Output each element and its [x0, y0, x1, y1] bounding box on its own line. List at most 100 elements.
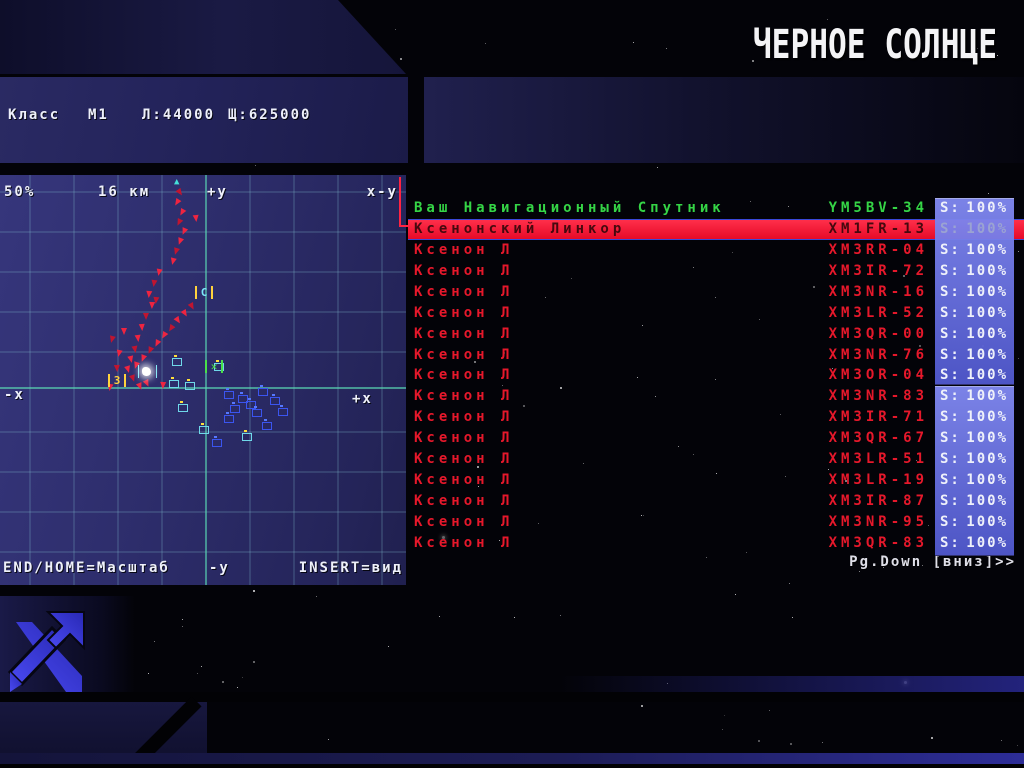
row-cd: YM5BV-34: [828, 200, 928, 216]
map-zoom-level: 50%: [4, 184, 36, 200]
target-row[interactable]: Ксенон Л XM3QR-83 S: 100%: [408, 533, 1024, 554]
row-nm: Ваш Навигационный Спутник: [414, 200, 725, 216]
page-down-control[interactable]: Pg.Down [вниз]>>: [849, 554, 1016, 570]
target-row[interactable]: Ксенон Л XM3IR-72 S: 100%: [408, 261, 1024, 282]
row-nm: Ксенон Л: [414, 283, 514, 300]
row-cd: XM3QR-00: [828, 325, 928, 342]
row-nm: Ксенон Л: [414, 241, 514, 258]
row-cd: XM3NR-95: [828, 513, 928, 530]
target-row[interactable]: Ваш Навигационный Спутник YM5BV-34 S: 100%: [408, 198, 1024, 219]
row-sv: 100%: [966, 304, 1008, 321]
row-sl: S:: [940, 346, 961, 363]
target-row[interactable]: Ксенон Л XM3NR-76 S: 100%: [408, 345, 1024, 366]
target-connector-line: [399, 177, 401, 226]
row-sv: 100%: [966, 367, 1008, 384]
row-cd: XM3LR-19: [828, 472, 928, 489]
row-sl: S:: [940, 200, 961, 216]
map-range: 16 км: [98, 184, 151, 200]
target-row[interactable]: Ксенон Л XM3NR-95 S: 100%: [408, 512, 1024, 533]
target-row[interactable]: Ксенон Л XM3RR-04 S: 100%: [408, 240, 1024, 261]
row-sl: S:: [940, 262, 961, 279]
shield-column-block: [935, 386, 1014, 556]
row-sv: 100%: [966, 493, 1008, 510]
row-sv: 100%: [966, 346, 1008, 363]
row-sv: 100%: [966, 472, 1008, 489]
row-nm: Ксенон Л: [414, 430, 514, 447]
row-nm: Ксенон Л: [414, 451, 514, 468]
map-hint-view: INSERT=вид: [298, 560, 403, 576]
sector-title: ЧЕРНОЕ СОЛНЦЕ: [752, 22, 997, 68]
row-sl: S:: [940, 493, 961, 510]
row-sv: 100%: [966, 220, 1008, 237]
top-left-panel: [0, 0, 406, 74]
row-nm: Ксенон Л: [414, 367, 514, 384]
target-row[interactable]: Ксенон Л XM3LR-19 S: 100%: [408, 470, 1024, 491]
row-sv: 100%: [966, 325, 1008, 342]
row-sl: S:: [940, 472, 961, 489]
x-game-logo-icon: [7, 611, 85, 692]
map-axis-left-label: -x: [4, 387, 25, 403]
target-row[interactable]: Ксенон Л XM3IR-71 S: 100%: [408, 407, 1024, 428]
row-sl: S:: [940, 283, 961, 300]
row-sl: S:: [940, 430, 961, 447]
row-sv: 100%: [966, 241, 1008, 258]
sector-map[interactable]: 50% 16 км +y x-y -x +x END/HOME=Масштаб …: [0, 175, 406, 585]
row-cd: XM3LR-51: [828, 451, 928, 468]
row-cd: XM3NR-76: [828, 346, 928, 363]
row-nm: Ксенон Л: [414, 262, 514, 279]
row-sl: S:: [940, 534, 961, 551]
row-sv: 100%: [966, 513, 1008, 530]
shield-column-block: [935, 198, 1014, 385]
row-sv: 100%: [966, 283, 1008, 300]
row-nm: Ксенон Л: [414, 388, 514, 405]
row-cd: XM3NR-16: [828, 283, 928, 300]
row-nm: Ксенон Л: [414, 513, 514, 530]
map-axis-down-label: -y: [209, 560, 230, 576]
row-sl: S:: [940, 304, 961, 321]
row-sl: S:: [940, 325, 961, 342]
target-row[interactable]: Ксенон Л XM3NR-83 S: 100%: [408, 386, 1024, 407]
row-nm: Ксенон Л: [414, 534, 514, 551]
target-connector-line: [399, 225, 409, 227]
frame-bottom-edge: [0, 764, 1024, 768]
target-row[interactable]: Ксенон Л XM3NR-16 S: 100%: [408, 282, 1024, 303]
row-cd: XM3IR-72: [828, 262, 928, 279]
row-sv: 100%: [966, 451, 1008, 468]
row-sl: S:: [940, 451, 961, 468]
row-sv: 100%: [966, 409, 1008, 426]
map-axis-right-label: +x: [352, 391, 373, 407]
row-sl: S:: [940, 241, 961, 258]
class-label: Класс: [8, 107, 61, 123]
row-cd: XM3LR-52: [828, 304, 928, 321]
row-cd: XM1FR-13: [828, 220, 928, 237]
target-row[interactable]: Ксенон Л XM3QR-00 S: 100%: [408, 324, 1024, 345]
row-cd: XM3NR-83: [828, 388, 928, 405]
target-row[interactable]: Ксенонский Линкор XM1FR-13 S: 100%: [408, 218, 1024, 240]
row-sv: 100%: [966, 262, 1008, 279]
row-cd: XM3RR-04: [828, 241, 928, 258]
row-nm: Ксенон Л: [414, 304, 514, 321]
row-sv: 100%: [966, 534, 1008, 551]
target-row[interactable]: Ксенон Л XM3IR-87 S: 100%: [408, 491, 1024, 512]
frame-band-right: [560, 676, 1024, 692]
map-axis-up-label: +y: [207, 184, 228, 200]
row-sl: S:: [940, 388, 961, 405]
top-right-panel: [424, 77, 1024, 163]
map-plane-label: x-y: [366, 184, 398, 200]
row-sv: 100%: [966, 430, 1008, 447]
target-row[interactable]: Ксенон Л XM3LR-51 S: 100%: [408, 449, 1024, 470]
target-row[interactable]: Ксенон Л XM3LR-52 S: 100%: [408, 303, 1024, 324]
row-nm: Ксенон Л: [414, 346, 514, 363]
shield-value: Щ:625000: [228, 107, 312, 123]
row-sv: 100%: [966, 388, 1008, 405]
row-cd: XM3IR-87: [828, 493, 928, 510]
row-cd: XM3QR-83: [828, 534, 928, 551]
row-sl: S:: [940, 409, 961, 426]
row-cd: XM3IR-71: [828, 409, 928, 426]
row-sl: S:: [940, 513, 961, 530]
row-sl: S:: [940, 367, 961, 384]
target-row[interactable]: Ксенон Л XM3OR-04 S: 100%: [408, 365, 1024, 386]
target-row[interactable]: Ксенон Л XM3QR-67 S: 100%: [408, 428, 1024, 449]
hull-value: Л:44000: [142, 107, 216, 123]
